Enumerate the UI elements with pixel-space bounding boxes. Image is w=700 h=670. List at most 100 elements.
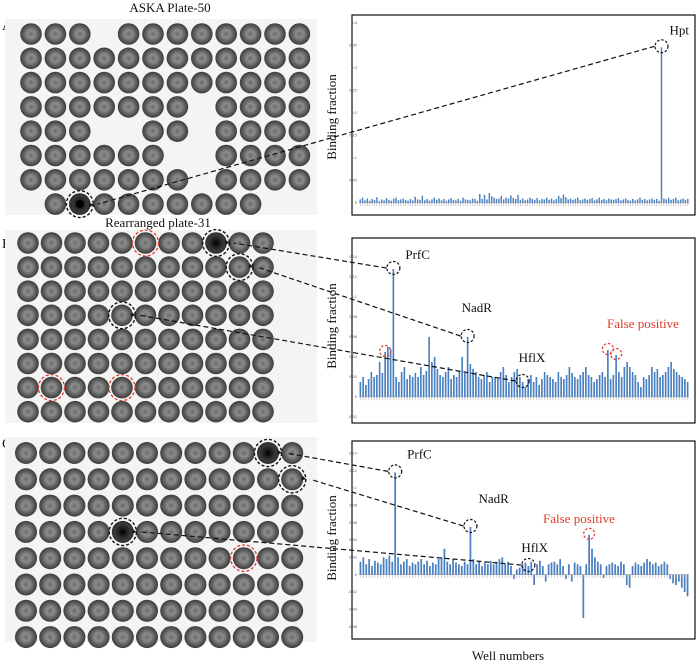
bar <box>452 199 455 203</box>
colony-well <box>281 626 304 649</box>
bar <box>367 379 370 397</box>
colony-well <box>181 352 204 375</box>
colony-well <box>205 256 227 278</box>
colony-well <box>111 573 134 596</box>
bar <box>424 200 426 203</box>
colony-well <box>39 442 62 464</box>
bar <box>447 199 450 203</box>
colony-well <box>158 232 180 254</box>
colony-well <box>136 494 158 517</box>
bar <box>477 377 480 397</box>
bar <box>524 200 526 203</box>
bar <box>562 566 564 575</box>
colony-well <box>20 120 42 142</box>
bar <box>675 574 677 586</box>
colony-well <box>158 304 180 327</box>
bar <box>376 375 378 397</box>
bar <box>579 566 582 575</box>
bar <box>574 198 577 203</box>
bar <box>376 197 378 203</box>
connector-arrowhead <box>248 263 254 268</box>
bar <box>469 527 472 575</box>
colony-well <box>87 573 110 596</box>
bar <box>557 372 560 397</box>
colony-well <box>208 547 231 570</box>
bar <box>611 562 614 575</box>
colony-well <box>158 376 180 399</box>
colony-well <box>184 494 207 517</box>
colony-well <box>205 352 227 375</box>
bar <box>628 574 631 588</box>
colony-well <box>40 232 63 254</box>
colony-well <box>87 328 110 351</box>
bar <box>534 199 536 203</box>
colony-well <box>117 193 140 215</box>
bar <box>368 559 370 575</box>
colony-well <box>87 626 110 649</box>
bar <box>510 377 513 397</box>
bar <box>572 199 574 203</box>
y-tick-label: -0.04 <box>348 608 358 612</box>
bar <box>677 200 679 203</box>
bar <box>429 566 431 575</box>
colony-well <box>142 169 164 191</box>
colony-well <box>15 573 37 596</box>
y-tick-label: 0.4 <box>351 21 357 25</box>
bar <box>560 198 562 203</box>
bar <box>620 561 622 575</box>
bar <box>654 562 657 575</box>
colony-well <box>63 520 86 543</box>
bar <box>631 566 634 575</box>
bar <box>409 375 411 397</box>
dark-colony-core <box>75 200 84 209</box>
bar <box>631 372 634 397</box>
colony-well <box>257 626 279 649</box>
colony-well <box>184 599 207 622</box>
colony-well <box>93 71 115 94</box>
bar <box>585 564 588 575</box>
bar <box>443 548 446 575</box>
colony-well <box>63 626 86 649</box>
y-tick-label: 0.08 <box>349 315 357 319</box>
bar <box>536 198 538 203</box>
bar <box>527 379 529 397</box>
colony-well <box>44 120 67 142</box>
bar <box>565 197 567 203</box>
bar <box>681 377 683 397</box>
bar <box>596 199 598 203</box>
y-tick-label: 0.1 <box>351 156 357 160</box>
hit-label: PrfC <box>405 247 430 262</box>
bar <box>550 562 553 575</box>
bar <box>516 369 518 397</box>
bar <box>484 562 486 575</box>
colony-well <box>134 400 157 423</box>
bar <box>624 198 627 203</box>
colony-well <box>17 256 39 278</box>
colony-well <box>239 193 262 215</box>
bar <box>359 561 362 575</box>
colony-well <box>15 547 37 570</box>
bar <box>383 200 385 203</box>
bar <box>460 566 463 575</box>
bar <box>455 377 458 397</box>
colony-well <box>117 47 140 70</box>
y-tick-label: 0.06 <box>349 335 357 339</box>
bar <box>544 574 547 582</box>
colony-well <box>181 232 204 254</box>
bar <box>518 567 521 575</box>
colony-well <box>136 520 158 543</box>
colony-well <box>15 494 37 517</box>
bar <box>508 382 510 397</box>
colony-well <box>288 169 311 191</box>
colony-well <box>20 144 42 167</box>
bar <box>644 198 646 203</box>
bar <box>552 379 554 397</box>
colony-well <box>166 96 189 118</box>
bar <box>541 566 544 575</box>
colony-well <box>232 442 255 464</box>
colony-well <box>63 442 86 464</box>
y-tick-label: 0.05 <box>349 179 357 183</box>
bar <box>594 557 596 575</box>
bar <box>556 564 559 575</box>
bar <box>532 382 535 397</box>
